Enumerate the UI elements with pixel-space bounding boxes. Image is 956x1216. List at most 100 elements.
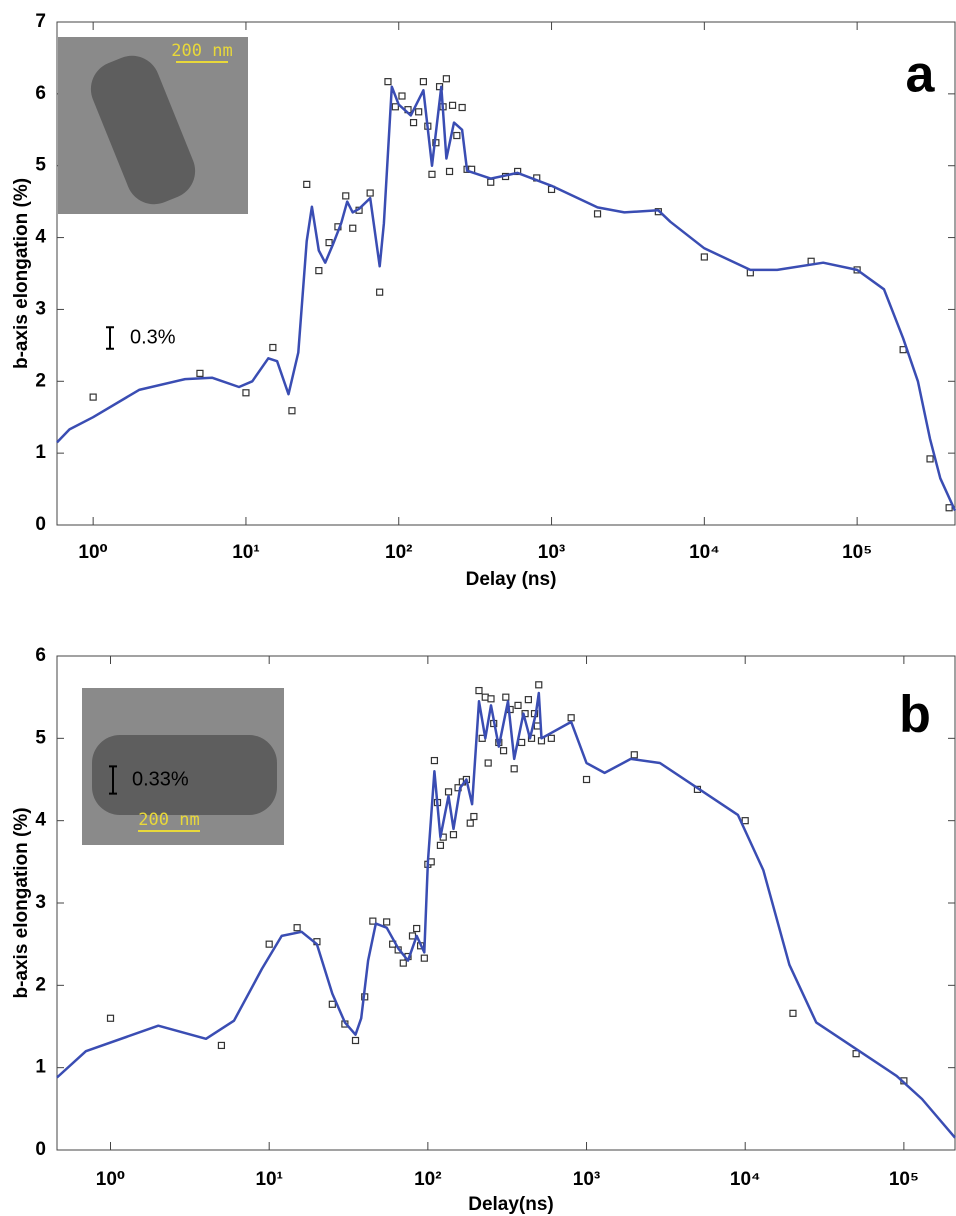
data-point — [449, 831, 458, 839]
data-point — [430, 756, 439, 765]
y-tick-label: 1 — [35, 1057, 46, 1078]
data-point — [499, 747, 508, 755]
data-point — [349, 224, 357, 232]
data-point — [398, 92, 406, 100]
data-point — [328, 1000, 336, 1008]
data-point — [502, 693, 510, 701]
data-point — [442, 75, 450, 83]
data-point — [510, 765, 518, 773]
data-point — [408, 932, 417, 940]
data-point — [445, 167, 454, 176]
data-point — [453, 131, 461, 140]
data-point — [514, 701, 522, 710]
fit-line — [56, 691, 956, 1139]
data-point — [484, 759, 492, 767]
data-point — [342, 192, 350, 200]
data-point — [269, 343, 277, 352]
data-point — [466, 819, 474, 827]
data-point — [409, 118, 418, 127]
panel-label: b — [899, 686, 931, 744]
x-tick-label: 10⁵ — [842, 542, 872, 563]
data-point — [265, 940, 273, 948]
y-tick-label: 5 — [35, 155, 46, 176]
data-point — [383, 918, 391, 926]
chart-panel: 0 1 2 3 4 5 6 10⁰ 10¹ 10² 10³ 10⁴ 10⁵ Delay(ns) b-axis… — [11, 645, 956, 1215]
x-tick-label: 10¹ — [255, 1169, 282, 1190]
data-point — [514, 167, 522, 176]
elongation-scale-bar — [109, 765, 117, 795]
data-point — [196, 369, 204, 377]
data-point — [458, 103, 466, 112]
y-tick-label: 6 — [35, 83, 46, 104]
y-tick-label: 7 — [35, 11, 46, 32]
x-tick-label: 10³ — [538, 542, 565, 563]
data-point — [369, 917, 377, 925]
y-axis-label: b-axis elongation (%) — [11, 807, 32, 998]
particle — [92, 735, 277, 815]
y-tick-label: 3 — [35, 892, 46, 913]
panel-label: a — [906, 46, 936, 104]
y-axis-label: b-axis elongation (%) — [11, 178, 32, 369]
data-point — [413, 924, 421, 933]
data-point — [487, 178, 495, 186]
data-point — [567, 714, 575, 722]
data-point — [366, 189, 374, 197]
data-point — [217, 1041, 226, 1050]
data-point — [470, 812, 478, 821]
elongation-scale-label: 0.33% — [132, 768, 189, 790]
data-point — [315, 267, 323, 275]
chart-panel: 0 1 2 3 4 5 6 7 10⁰ 10¹ 10² 10³ 10⁴ 10⁵ Delay (ns) b-ax… — [11, 11, 956, 590]
x-axis-label: Delay (ns) — [466, 569, 557, 590]
data-point — [535, 681, 543, 689]
data-point — [303, 180, 311, 188]
data-point — [475, 686, 483, 695]
y-tick-label: 5 — [35, 727, 46, 748]
inset-scale-label: 200 nm — [171, 41, 232, 61]
data-point — [741, 817, 749, 825]
data-point — [89, 393, 97, 401]
data-point — [518, 738, 526, 747]
elongation-scale-bar — [106, 326, 114, 350]
y-tick-label: 0 — [35, 514, 46, 535]
data-point — [481, 693, 489, 701]
data-point — [242, 389, 250, 397]
data-point — [593, 210, 602, 218]
data-point — [945, 504, 953, 512]
elongation-scale-label: 0.3% — [130, 326, 176, 348]
data-point — [376, 288, 384, 296]
inset-scale-label: 200 nm — [138, 810, 199, 830]
data-point — [789, 1009, 797, 1017]
data-point — [700, 253, 708, 261]
x-tick-label: 10⁵ — [889, 1169, 919, 1190]
data-point — [436, 841, 445, 849]
data-point — [444, 788, 453, 796]
data-point — [106, 1014, 115, 1022]
data-point — [428, 170, 436, 178]
data-point — [630, 751, 638, 759]
y-tick-label: 2 — [35, 370, 46, 391]
data-point — [288, 407, 296, 415]
y-tick-label: 4 — [35, 227, 46, 248]
x-tick-label: 10¹ — [232, 542, 259, 563]
y-tick-label: 0 — [35, 1139, 46, 1160]
y-tick-label: 1 — [35, 442, 46, 463]
data-point — [293, 924, 301, 932]
data-point — [926, 455, 934, 463]
data-point — [415, 108, 423, 116]
data-point — [448, 101, 457, 109]
particle — [90, 55, 196, 205]
data-point — [547, 734, 555, 742]
y-tick-label: 4 — [35, 810, 46, 831]
data-point — [420, 954, 428, 962]
x-tick-label: 10⁰ — [96, 1169, 125, 1190]
data-point — [852, 1050, 860, 1058]
data-point — [487, 695, 495, 703]
data-point — [325, 239, 333, 247]
data-point — [384, 78, 392, 86]
x-tick-label: 10² — [414, 1169, 441, 1190]
data-point — [399, 959, 407, 967]
x-tick-label: 10⁴ — [730, 1169, 761, 1190]
data-point — [391, 103, 399, 111]
